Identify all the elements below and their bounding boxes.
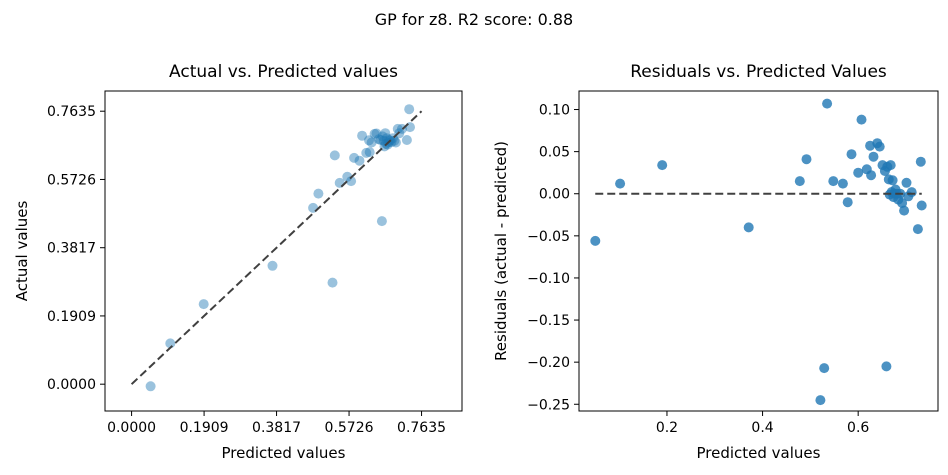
y-axis-label: Actual values: [13, 201, 31, 302]
x-axis-label: Predicted values: [697, 444, 821, 462]
y-tick-label: 0.7635: [47, 104, 96, 120]
y-tick-label: 0.10: [539, 103, 570, 119]
data-point: [819, 363, 830, 374]
data-point: [846, 149, 857, 160]
data-point: [364, 135, 374, 146]
x-tick-label: 0.4: [751, 420, 773, 436]
data-point: [837, 178, 848, 189]
y-tick-label: 0.0000: [47, 377, 96, 393]
data-point: [912, 224, 923, 235]
data-point: [590, 235, 601, 246]
x-tick-label: 0.6: [847, 420, 869, 436]
data-point: [901, 177, 912, 188]
y-tick-label: 0.05: [539, 145, 570, 161]
y-tick-label: 0.00: [539, 187, 570, 203]
reference-line: [130, 110, 423, 385]
data-point: [327, 277, 338, 288]
data-point: [916, 200, 927, 211]
data-point: [657, 160, 668, 171]
data-point: [198, 299, 209, 310]
data-point: [389, 135, 400, 146]
data-point: [874, 141, 885, 152]
data-point: [371, 128, 382, 139]
data-point: [357, 130, 368, 141]
data-point: [354, 155, 365, 166]
actual-vs-predicted-panel: 0.0000 0.1909 0.3817 0.5726 0.7635 0.0000 0.19…: [13, 62, 463, 462]
data-point: [856, 114, 867, 125]
data-point: [377, 131, 388, 142]
data-points: [590, 98, 927, 406]
data-point: [392, 123, 403, 134]
data-point: [375, 135, 386, 145]
data-point: [815, 395, 826, 406]
data-point: [885, 160, 896, 171]
data-point: [794, 176, 805, 187]
y-tick-label: −0.05: [527, 229, 570, 245]
data-point: [743, 222, 754, 233]
data-point: [313, 188, 324, 199]
data-point: [906, 187, 917, 198]
data-points: [145, 104, 415, 392]
data-point: [868, 151, 879, 162]
y-tick-label: 0.1909: [47, 309, 96, 325]
data-point: [267, 260, 278, 271]
data-point: [401, 135, 412, 145]
y-tick-label: −0.10: [527, 271, 570, 287]
data-point: [369, 128, 380, 139]
data-point: [361, 147, 372, 158]
data-point: [842, 197, 853, 208]
data-point: [346, 176, 357, 187]
x-tick-label: 0.1909: [180, 420, 229, 436]
y-tick-label: −0.25: [527, 397, 570, 413]
data-point: [899, 205, 910, 216]
data-point: [390, 137, 401, 148]
figure-suptitle: GP for z8. R2 score: 0.88: [375, 10, 573, 29]
residuals-vs-predicted-panel: 0.2 0.4 0.6 0.10 0.05 0.00 −0.05 −0.10 −0.15 −0.2…: [492, 62, 939, 462]
data-point: [405, 122, 415, 133]
data-point: [881, 361, 892, 372]
data-point: [404, 104, 415, 115]
data-point: [349, 152, 360, 163]
axes-frame: [578, 90, 939, 412]
x-tick-label: 0.0000: [107, 420, 156, 436]
y-tick-label: −0.20: [527, 355, 570, 371]
data-point: [386, 137, 397, 148]
y-tick-label: −0.15: [527, 313, 570, 329]
y-tick-label: 0.5726: [47, 172, 96, 188]
data-point: [887, 175, 898, 186]
data-point: [915, 156, 926, 167]
y-tick-label: 0.3817: [47, 241, 96, 257]
x-tick-label: 0.2: [656, 420, 678, 436]
chart-title: Residuals vs. Predicted Values: [630, 62, 887, 82]
data-point: [897, 198, 908, 208]
data-point: [828, 176, 839, 187]
x-tick-label: 0.3817: [252, 420, 301, 436]
data-point: [615, 178, 626, 189]
data-point: [376, 216, 387, 227]
data-point: [329, 150, 340, 161]
data-point: [364, 147, 375, 158]
data-point: [801, 154, 812, 165]
data-point: [373, 134, 384, 145]
data-point: [384, 135, 395, 145]
data-point: [853, 167, 864, 178]
axes-frame: [104, 90, 463, 412]
y-axis-label: Residuals (actual - predicted): [492, 141, 510, 361]
data-point: [145, 381, 156, 392]
data-point: [308, 202, 319, 213]
data-point: [342, 171, 353, 182]
x-tick-label: 0.7635: [397, 420, 446, 436]
data-point: [165, 338, 176, 349]
x-axis-label: Predicted values: [222, 444, 346, 462]
data-point: [366, 137, 377, 148]
x-tick-label: 0.5726: [325, 420, 374, 436]
data-point: [822, 98, 833, 109]
data-point: [866, 170, 877, 181]
chart-title: Actual vs. Predicted values: [169, 62, 398, 82]
data-point: [380, 128, 391, 139]
